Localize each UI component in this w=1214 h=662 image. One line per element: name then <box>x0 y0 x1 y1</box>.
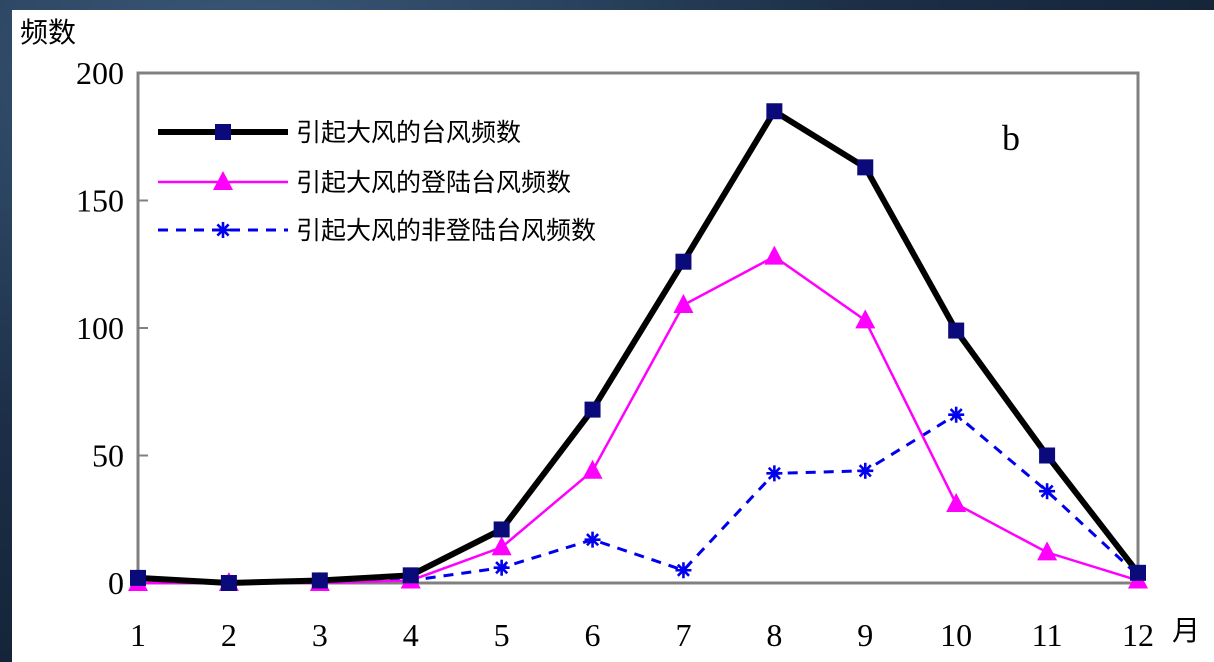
series-line <box>138 255 1139 585</box>
legend-label: 引起大风的台风频数 <box>296 118 521 147</box>
series-line <box>137 107 1141 587</box>
data-point <box>948 406 965 423</box>
y-tick-label: 150 <box>76 183 124 219</box>
x-tick-label: 7 <box>675 617 691 653</box>
data-point <box>220 575 237 591</box>
x-tick-label: 1 <box>130 617 146 653</box>
chart-panel: 频数 月 b 0 50 100 150 200 1 2 3 4 5 6 7 8 9 10 11 12 引起大风的… <box>12 10 1214 662</box>
data-point <box>675 253 692 270</box>
series-layer <box>128 103 1148 591</box>
series-2 <box>128 245 1148 591</box>
data-point <box>857 159 874 176</box>
data-point <box>675 562 692 579</box>
x-tick-label: 2 <box>221 617 237 653</box>
legend-label: 引起大风的非登陆台风频数 <box>296 216 596 245</box>
series-3 <box>130 406 1146 591</box>
x-tick-label: 9 <box>857 617 873 653</box>
x-tick-label: 8 <box>766 617 782 653</box>
data-point <box>130 569 146 586</box>
legend-marker <box>215 124 231 140</box>
y-axis-title: 频数 <box>20 16 76 49</box>
data-point <box>1130 564 1146 581</box>
legend-item-1: 引起大风的台风频数 <box>158 118 521 147</box>
data-point <box>855 309 876 329</box>
plot-frame <box>136 71 1140 585</box>
x-tick-label: 6 <box>585 617 601 653</box>
y-tick-label: 100 <box>76 310 124 346</box>
y-tick-label: 0 <box>108 565 124 601</box>
legend-label: 引起大风的登陆台风频数 <box>296 168 571 197</box>
x-tick-label: 10 <box>940 617 972 653</box>
legend-marker <box>215 222 231 238</box>
data-point <box>584 401 601 418</box>
data-point <box>764 245 785 265</box>
x-tick-label: 4 <box>403 617 419 653</box>
data-point <box>402 567 419 584</box>
data-point <box>311 572 328 589</box>
x-tick-label: 3 <box>312 617 328 653</box>
x-tick-label: 5 <box>494 617 510 653</box>
legend-marker <box>213 171 233 190</box>
data-point <box>493 559 510 576</box>
panel-label: b <box>1002 118 1020 158</box>
legend-item-2: 引起大风的登陆台风频数 <box>158 168 571 197</box>
y-tick-label: 200 <box>76 55 124 91</box>
data-point <box>491 536 512 556</box>
data-point <box>766 465 783 482</box>
data-point <box>1039 483 1056 500</box>
data-point <box>1037 541 1058 561</box>
x-axis-title: 月 <box>1172 614 1200 647</box>
data-point <box>1039 447 1056 464</box>
x-tick-label: 12 <box>1122 617 1154 653</box>
data-point <box>673 294 694 314</box>
data-point <box>948 322 965 339</box>
data-point <box>857 462 874 479</box>
data-point <box>946 492 967 512</box>
series-1 <box>130 103 1146 591</box>
x-tick-label: 11 <box>1032 617 1063 653</box>
data-point <box>584 531 601 548</box>
data-point <box>582 459 603 479</box>
series-line <box>137 412 1140 585</box>
legend-item-3: 引起大风的非登陆台风频数 <box>158 216 596 245</box>
y-tick-label: 50 <box>92 438 124 474</box>
data-point <box>766 103 783 120</box>
data-point <box>493 521 510 538</box>
